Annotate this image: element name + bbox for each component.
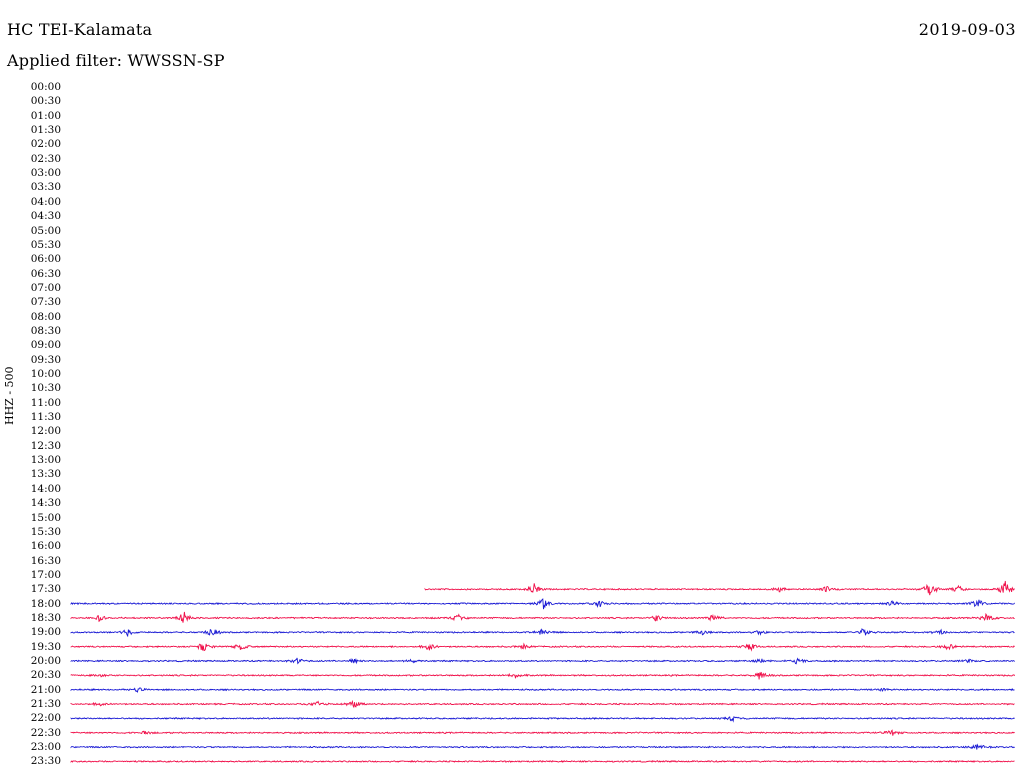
time-label: 21:30 — [30, 698, 61, 711]
trace-1800 — [70, 598, 1015, 610]
time-label: 18:00 — [30, 597, 61, 610]
time-label: 03:00 — [30, 167, 61, 180]
time-label: 20:00 — [30, 655, 61, 667]
time-label: 09:00 — [30, 339, 61, 352]
trace-1730 — [424, 580, 1015, 596]
time-label: 00:00 — [30, 81, 61, 93]
trace-1930 — [70, 642, 1015, 652]
time-label: 06:30 — [30, 267, 61, 280]
time-label: 13:00 — [30, 454, 61, 467]
time-label: 01:00 — [30, 109, 61, 122]
time-axis-labels: 00:00 00:30 01:00 01:30 02:00 02:30 03:00 03:30… — [0, 0, 64, 780]
time-label: 13:30 — [30, 468, 61, 481]
time-label: 23:30 — [30, 755, 61, 768]
time-label: 06:00 — [30, 253, 61, 266]
trace-2200 — [70, 716, 1015, 723]
trace-2330 — [70, 759, 1015, 763]
time-label: 05:30 — [30, 238, 61, 251]
time-label: 11:00 — [30, 396, 61, 409]
time-label: 17:30 — [30, 583, 61, 596]
time-label: 09:30 — [30, 353, 61, 366]
trace-2030 — [70, 671, 1015, 680]
time-label: 22:00 — [30, 712, 61, 725]
time-label: 02:00 — [30, 138, 61, 151]
trace-2300 — [70, 743, 1015, 750]
time-label: 07:30 — [30, 296, 61, 309]
time-label: 14:30 — [30, 497, 61, 510]
trace-2100 — [70, 687, 1015, 693]
trace-2130 — [70, 699, 1015, 709]
trace-1900 — [70, 628, 1015, 638]
time-label: 02:30 — [30, 152, 61, 165]
time-label: 16:30 — [30, 554, 61, 567]
trace-1830 — [70, 611, 1015, 623]
time-label: 22:30 — [30, 726, 61, 739]
trace-2230 — [70, 729, 1015, 736]
time-label: 15:30 — [30, 525, 61, 538]
time-label: 20:30 — [30, 669, 61, 682]
time-label: 12:00 — [30, 425, 61, 438]
time-label: 07:00 — [30, 281, 61, 294]
time-label: 19:00 — [30, 626, 61, 639]
time-label: 04:30 — [30, 210, 61, 223]
station-title: HC TEI-Kalamata — [7, 20, 153, 39]
time-label: 10:00 — [30, 368, 61, 380]
time-label: 04:00 — [30, 195, 61, 208]
time-label: 17:00 — [30, 568, 61, 581]
time-label: 23:00 — [30, 741, 61, 754]
time-label: 08:30 — [30, 324, 61, 337]
filter-label: Applied filter: WWSSN-SP — [7, 51, 225, 70]
time-label: 03:30 — [30, 181, 61, 194]
time-label: 11:30 — [30, 411, 61, 424]
time-label: 14:00 — [30, 482, 61, 495]
time-label: 05:00 — [30, 224, 61, 237]
time-label: 08:00 — [30, 310, 61, 323]
time-label: 01:30 — [30, 124, 61, 137]
time-label: 18:30 — [30, 611, 61, 624]
time-label: 00:30 — [30, 95, 61, 108]
time-label: 16:00 — [30, 540, 61, 553]
time-label: 21:00 — [30, 683, 61, 696]
time-label: 10:30 — [30, 382, 61, 395]
time-label: 15:00 — [30, 511, 61, 524]
trace-2000 — [70, 657, 1015, 665]
time-label: 12:30 — [30, 439, 61, 452]
time-label: 19:30 — [30, 640, 61, 653]
date-label: 2019-09-03 — [918, 20, 1016, 39]
